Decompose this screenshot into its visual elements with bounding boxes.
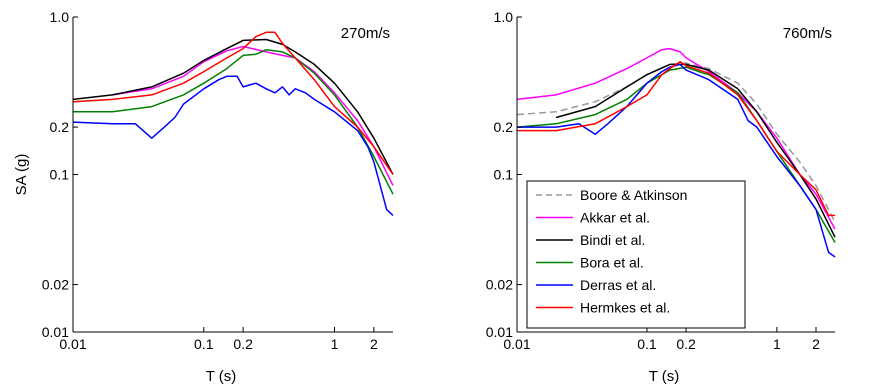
legend-box bbox=[526, 180, 746, 329]
legend-label: Boore & Atkinson bbox=[580, 187, 687, 203]
x-axis-label: T (s) bbox=[206, 368, 237, 385]
panel-annotation: 760m/s bbox=[783, 25, 832, 42]
series-group bbox=[72, 31, 394, 216]
series-line-akkar-et-al bbox=[112, 45, 394, 186]
series-line-bindi-et-al bbox=[72, 38, 394, 175]
series-line-derras-et-al bbox=[517, 63, 836, 258]
series-line-bora-et-al bbox=[516, 66, 836, 243]
x-tick-label: 0.2 bbox=[233, 336, 253, 352]
y-tick-label: 1.0 bbox=[494, 9, 514, 25]
y-axis-label: SA (g) bbox=[13, 154, 30, 196]
y-tick-label: 0.2 bbox=[50, 119, 70, 135]
x-tick-label: 2 bbox=[812, 336, 820, 352]
panel-annotation: 270m/s bbox=[341, 25, 390, 42]
legend-label: Bindi et al. bbox=[580, 232, 645, 248]
x-axis-label: T (s) bbox=[649, 368, 680, 385]
y-tick-label: 0.02 bbox=[42, 277, 69, 293]
x-tick-label: 0.01 bbox=[59, 336, 86, 352]
chart-panel-2: 0.01 0.1 0.2 1 2 0.01 0.02 0.1 0.2 1.0 T (s) 760m/s… bbox=[486, 9, 836, 385]
x-tick-label: 0.1 bbox=[194, 336, 214, 352]
series-line-boore-atkinson bbox=[516, 62, 836, 223]
legend-label: Akkar et al. bbox=[580, 210, 650, 226]
series-group bbox=[516, 47, 836, 258]
series-line-hermkes-et-al bbox=[517, 60, 835, 217]
x-tick-label: 1 bbox=[773, 336, 781, 352]
x-tick-label: 0.01 bbox=[503, 336, 530, 352]
y-tick-label: 0.01 bbox=[42, 324, 69, 340]
series-line-hermkes-et-al bbox=[72, 31, 394, 175]
y-tick-label: 0.01 bbox=[486, 324, 513, 340]
x-tick-label: 0.1 bbox=[637, 336, 657, 352]
chart-panel-1: 0.01 0.1 0.2 1 2 0.01 0.02 0.1 0.2 1.0 T (s) SA (g)… bbox=[13, 9, 394, 385]
series-line-akkar-et-al bbox=[516, 47, 836, 230]
series-line-derras-et-al bbox=[72, 75, 394, 216]
series-line-bora-et-al bbox=[73, 48, 394, 195]
legend-label: Derras et al. bbox=[580, 277, 656, 293]
y-tick-label: 0.02 bbox=[486, 277, 513, 293]
legend-label: Bora et al. bbox=[580, 255, 644, 271]
y-tick-label: 0.1 bbox=[494, 167, 514, 183]
legend: Boore & Atkinson Akkar et al. Bindi et al.… bbox=[526, 180, 746, 329]
y-tick-label: 1.0 bbox=[50, 9, 70, 25]
y-tick-label: 0.2 bbox=[494, 119, 514, 135]
x-tick-label: 2 bbox=[370, 336, 378, 352]
y-tick-label: 0.1 bbox=[50, 167, 70, 183]
x-tick-label: 1 bbox=[331, 336, 339, 352]
x-tick-label: 0.2 bbox=[676, 336, 696, 352]
legend-label: Hermkes et al. bbox=[580, 300, 670, 316]
